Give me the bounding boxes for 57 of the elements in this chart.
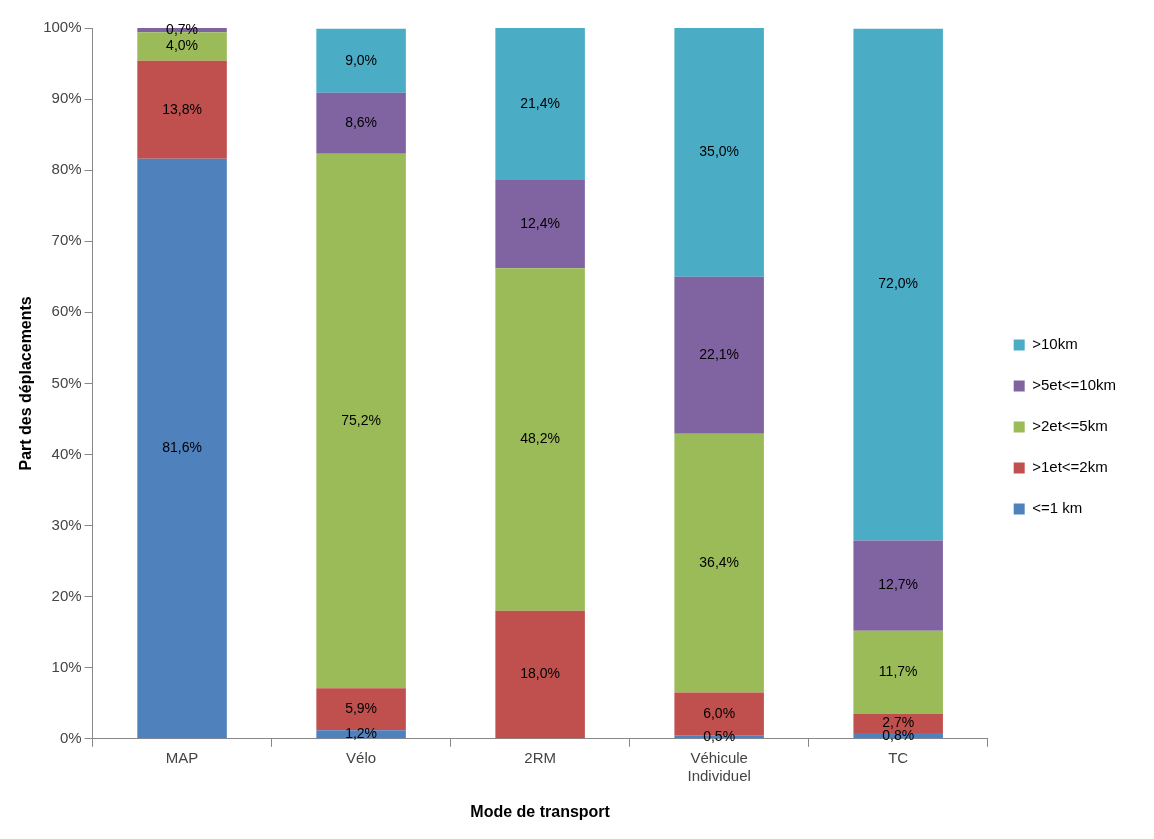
y-tick-label: 80% bbox=[51, 160, 82, 178]
data-label: 48,2% bbox=[520, 430, 560, 447]
bar bbox=[316, 28, 406, 93]
bar bbox=[853, 630, 943, 714]
legend-label: >1et<=2km bbox=[1032, 458, 1108, 476]
legend-label: >10km bbox=[1032, 335, 1078, 353]
data-label: 9,0% bbox=[345, 51, 378, 68]
legend-label: <=1 km bbox=[1032, 499, 1083, 517]
y-tick-label: 50% bbox=[51, 373, 82, 391]
bar bbox=[674, 28, 764, 277]
bar bbox=[137, 158, 227, 739]
data-label: 1,2% bbox=[345, 725, 378, 742]
bar bbox=[495, 180, 585, 269]
y-tick-label: 30% bbox=[51, 515, 82, 533]
bar bbox=[316, 153, 406, 689]
x-axis-title: Mode de transport bbox=[470, 802, 611, 820]
bar bbox=[674, 276, 764, 434]
data-label: 12,7% bbox=[878, 576, 919, 593]
data-label: 21,4% bbox=[520, 94, 560, 111]
x-tick-label: TC bbox=[888, 748, 909, 766]
data-label: 13,8% bbox=[162, 100, 202, 117]
data-label: 18,0% bbox=[520, 665, 560, 682]
y-axis-title: Part des déplacements bbox=[17, 296, 35, 471]
bar bbox=[495, 268, 585, 611]
data-label: 11,7% bbox=[878, 663, 918, 680]
x-tick-label: Véhicule Individuel bbox=[687, 748, 751, 784]
y-tick-label: 40% bbox=[51, 444, 82, 462]
data-label: 36,4% bbox=[699, 554, 739, 571]
data-label: 4,0% bbox=[166, 37, 199, 54]
data-label: 5,9% bbox=[345, 700, 378, 717]
y-tick-label: 70% bbox=[51, 231, 82, 249]
data-label: 12,4% bbox=[520, 215, 560, 232]
x-tick-label: 2RM bbox=[524, 748, 556, 766]
y-tick-label: 60% bbox=[51, 302, 82, 320]
bar bbox=[853, 28, 943, 541]
legend-label: >2et<=5km bbox=[1032, 417, 1108, 435]
y-tick-label: 90% bbox=[51, 89, 82, 107]
bar bbox=[495, 610, 585, 739]
data-label: 6,0% bbox=[703, 704, 736, 721]
bar bbox=[674, 433, 764, 693]
data-label: 35,0% bbox=[699, 143, 739, 160]
bar bbox=[137, 60, 227, 159]
y-tick-label: 10% bbox=[51, 657, 82, 675]
y-tick-label: 100% bbox=[43, 18, 82, 36]
x-tick-label: Vélo bbox=[346, 748, 377, 766]
bar bbox=[316, 92, 406, 154]
y-tick-label: 20% bbox=[51, 586, 82, 604]
x-tick-label: MAP bbox=[165, 748, 199, 766]
data-label: 22,1% bbox=[699, 346, 739, 363]
bar bbox=[495, 28, 585, 181]
legend-label: >5et<=10km bbox=[1032, 376, 1116, 394]
bar bbox=[853, 540, 943, 631]
data-label: 72,0% bbox=[878, 275, 919, 292]
y-tick-label: 0% bbox=[59, 728, 82, 746]
data-label: 81,6% bbox=[162, 439, 202, 456]
data-label: 75,2% bbox=[341, 411, 381, 428]
data-label: 8,6% bbox=[345, 114, 378, 131]
